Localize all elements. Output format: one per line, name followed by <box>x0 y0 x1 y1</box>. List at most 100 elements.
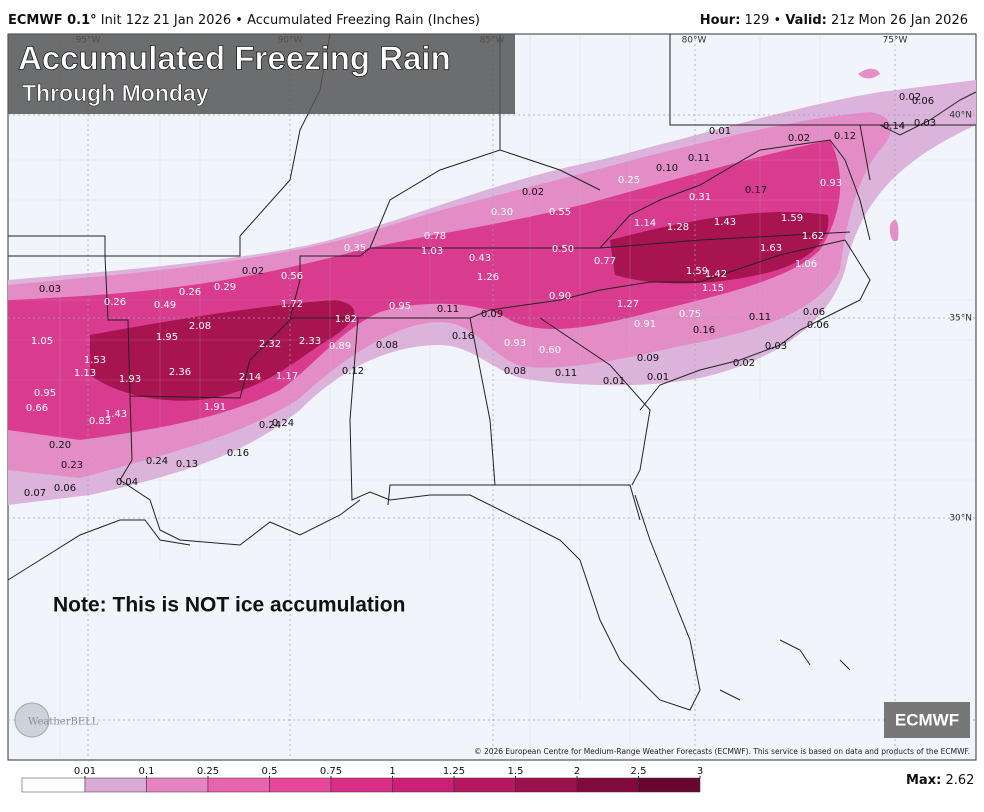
point-value: 2.32 <box>259 339 281 350</box>
point-value: 0.20 <box>49 440 71 451</box>
logo: WeatherBELL <box>28 717 99 728</box>
point-value: 0.60 <box>539 345 561 356</box>
header-right: Hour: 129 • Valid: 21z Mon 26 Jan 2026 <box>700 13 968 28</box>
islands <box>719 639 851 701</box>
point-value: 1.26 <box>477 272 499 283</box>
point-value: 1.15 <box>702 283 724 294</box>
lat-label: 30°N <box>949 514 972 524</box>
colorbar-swatch <box>21 777 86 793</box>
point-value: 2.08 <box>189 321 211 332</box>
point-value: 0.03 <box>39 284 61 295</box>
point-value: 0.02 <box>899 92 921 103</box>
title-box <box>8 34 515 114</box>
point-value: 0.89 <box>329 341 351 352</box>
valid-label: Valid: <box>785 13 827 28</box>
colorbar-swatch <box>330 777 393 793</box>
point-value: 0.26 <box>179 287 201 298</box>
point-value: 0.29 <box>214 282 236 293</box>
point-value: 0.16 <box>452 331 474 342</box>
map-title: Accumulated Freezing Rain <box>18 40 451 77</box>
point-value: 0.25 <box>618 175 640 186</box>
lon-label: 80°W <box>682 36 707 46</box>
point-value: 0.02 <box>242 266 264 277</box>
colorbar-swatch <box>207 777 270 793</box>
colorbar-swatch <box>638 777 701 793</box>
point-value: 0.14 <box>883 121 905 132</box>
hour-label: Hour: <box>700 13 741 28</box>
point-value: 0.24 <box>272 418 294 429</box>
product: Accumulated Freezing Rain (Inches) <box>247 13 480 28</box>
point-value: 0.12 <box>342 366 364 377</box>
point-value: 1.27 <box>617 299 639 310</box>
lon-label: 75°W <box>883 36 908 46</box>
point-value: 0.03 <box>914 118 936 129</box>
point-value: 1.03 <box>421 246 443 257</box>
point-value: 1.13 <box>74 368 96 379</box>
colorbar-swatch <box>576 777 639 793</box>
point-value: 1.42 <box>705 269 727 280</box>
point-value: 0.06 <box>54 483 76 494</box>
point-value: 2.33 <box>299 336 321 347</box>
max-label: Max: <box>906 773 941 788</box>
point-value: 0.12 <box>834 131 856 142</box>
valid: 21z Mon 26 Jan 2026 <box>831 13 968 28</box>
badge-box <box>884 702 970 738</box>
point-value: 0.95 <box>389 301 411 312</box>
point-value: 0.01 <box>647 372 669 383</box>
point-value: 1.95 <box>156 332 178 343</box>
hour: 129 <box>745 13 770 28</box>
point-value: 0.11 <box>437 304 459 315</box>
point-value: 0.06 <box>912 96 934 107</box>
colorbar-swatch <box>146 777 209 793</box>
point-value: 0.50 <box>552 244 574 255</box>
colorbar-tick-label: 0.75 <box>320 766 342 777</box>
colorbar-tick-label: 1 <box>389 766 395 777</box>
point-value: 0.43 <box>469 253 491 264</box>
point-value: 0.55 <box>549 207 571 218</box>
point-value: 2.36 <box>169 367 191 378</box>
point-value: 0.66 <box>26 403 48 414</box>
point-value: 0.09 <box>481 309 503 320</box>
point-value: 0.24 <box>146 456 168 467</box>
point-value: 0.78 <box>424 231 446 242</box>
point-value: 1.05 <box>31 336 53 347</box>
note: Note: This is NOT ice accumulation <box>53 594 405 617</box>
point-value: 0.77 <box>594 256 616 267</box>
point-value: 1.93 <box>119 374 141 385</box>
colorbar-tick-label: 3 <box>697 766 703 777</box>
point-value: 0.13 <box>176 459 198 470</box>
point-value: 0.08 <box>376 340 398 351</box>
max-value: 2.62 <box>945 773 974 788</box>
point-value: 0.90 <box>549 291 571 302</box>
colorbar-tick-label: 1.25 <box>443 766 465 777</box>
point-value: 1.14 <box>634 218 656 229</box>
shading-spots <box>858 68 899 242</box>
colorbar-swatch <box>392 777 455 793</box>
point-value: 0.01 <box>603 376 625 387</box>
point-value: 0.95 <box>34 388 56 399</box>
point-value: 0.09 <box>637 353 659 364</box>
point-value: 1.17 <box>276 371 298 382</box>
colorbar-tick-label: 2.5 <box>631 766 647 777</box>
point-value: 0.02 <box>788 133 810 144</box>
point-value: 0.30 <box>491 207 513 218</box>
point-value: 0.01 <box>709 126 731 137</box>
county-lines <box>8 34 976 760</box>
point-value: 0.04 <box>116 477 138 488</box>
shading-dark-east <box>610 212 829 284</box>
point-value: 0.03 <box>765 341 787 352</box>
colorbar-swatch <box>453 777 516 793</box>
max-text: Max: 2.62 <box>906 773 974 788</box>
point-value: 0.16 <box>227 448 249 459</box>
state-border <box>349 317 651 521</box>
point-value: 0.35 <box>344 243 366 254</box>
colorbar-tick-label: 0.1 <box>139 766 155 777</box>
point-value: 1.53 <box>84 355 106 366</box>
colorbar-swatch <box>84 777 147 793</box>
coastline <box>7 494 701 711</box>
lat-label: 40°N <box>949 111 972 121</box>
colorbar-swatch <box>269 777 332 793</box>
point-value: 0.26 <box>104 297 126 308</box>
point-value: 0.16 <box>693 325 715 336</box>
